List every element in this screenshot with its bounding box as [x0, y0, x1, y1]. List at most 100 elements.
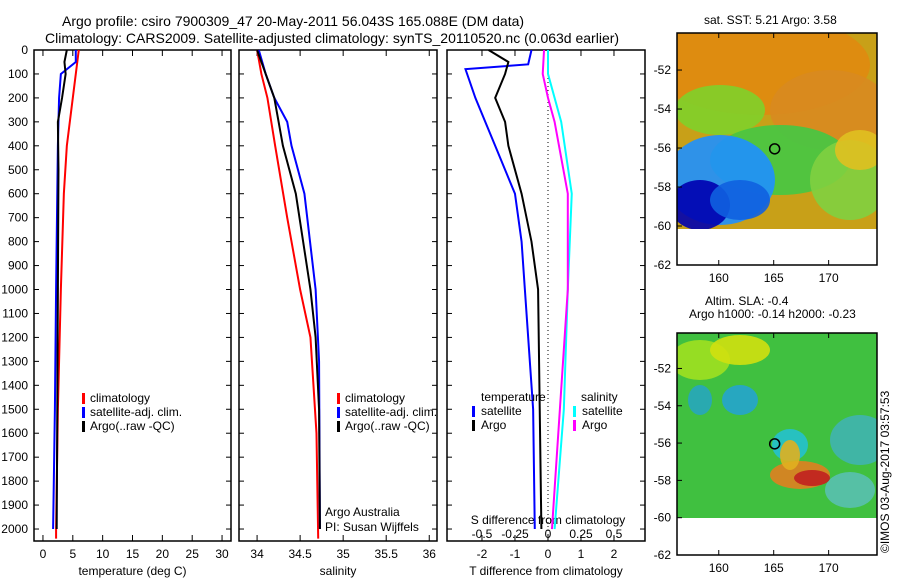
y-tick-label: 900: [8, 259, 28, 273]
map-blob: [835, 130, 877, 170]
map2-title-2: Argo h1000: -0.14 h2000: -0.23: [689, 307, 856, 321]
s-axis-label: S difference from climatology: [471, 513, 626, 527]
s-tick-label: 0: [545, 527, 552, 541]
x-tick-label: 34: [250, 547, 264, 561]
series-line-Argo---raw--QC-: [55, 49, 68, 530]
lon-tick-label: 160: [709, 271, 729, 285]
panel-3: -2 -1 0 1 2 T difference from climatology -0.5…: [446, 49, 646, 578]
y-tick-label: 1700: [1, 450, 28, 464]
y-tick-label: 1500: [1, 402, 28, 416]
s-tick-label: -0.25: [501, 527, 529, 541]
legend-swatch: [472, 420, 475, 431]
x-tick-label: 2: [611, 547, 618, 561]
legend-swatch: [337, 421, 340, 432]
legend-swatch: [337, 393, 340, 404]
s-tick-label: 0.25: [569, 527, 593, 541]
annotation-line-1: Argo Australia: [325, 505, 400, 519]
y-tick-label: 1000: [1, 283, 28, 297]
y-tick-label: 2000: [1, 522, 28, 536]
y-tick-label: 500: [8, 163, 28, 177]
y-tick-label: 800: [8, 235, 28, 249]
map-sla: 160 165 170 -52 -54 -56 -58 -60 -62: [654, 332, 878, 575]
x-tick-label: 34.5: [288, 547, 312, 561]
y-tick-label: 200: [8, 91, 28, 105]
lat-tick-label: -62: [654, 548, 672, 562]
y-tick-label: 1900: [1, 498, 28, 512]
map-field: [677, 33, 877, 229]
map-frame: [676, 332, 878, 556]
lon-tick-label: 170: [819, 271, 839, 285]
map-field: [677, 333, 877, 518]
x-axis-label: temperature (deg C): [78, 564, 186, 578]
x-tick-label: 0: [40, 547, 47, 561]
lat-tick-label: -60: [654, 511, 672, 525]
panel-frame: [238, 49, 438, 542]
panel-2: 34 34.5 35 35.5 36 salinity climatologysatelli…: [238, 49, 438, 578]
legend-label: satellite-adj. clim.: [90, 405, 182, 419]
legend-swatch: [82, 393, 85, 404]
y-tick-label: 100: [8, 67, 28, 81]
lon-tick-label: 170: [819, 561, 839, 575]
x-tick-label: -1: [510, 547, 521, 561]
legend-label: satellite-adj. clim.: [345, 405, 437, 419]
y-tick-label: 600: [8, 187, 28, 201]
series-line-climatology: [55, 49, 80, 539]
map-blob: [830, 415, 877, 465]
lat-tick-label: -56: [654, 141, 672, 155]
lat-tick-label: -62: [654, 258, 672, 272]
y-tick-label: 700: [8, 211, 28, 225]
legend-swatch: [573, 420, 576, 431]
lon-tick-label: 160: [709, 561, 729, 575]
argo-location-marker: [768, 143, 781, 155]
x-tick-label: 20: [156, 547, 170, 561]
map-sst: 160 165 170 -52 -54 -56 -58 -60 -62: [654, 32, 878, 285]
panel-1: 0 5 10 15 20 25 30 temperature (deg C) 0 100 200 30…: [1, 43, 232, 578]
lat-tick-label: -52: [654, 63, 672, 77]
argo-location-marker: [768, 438, 781, 450]
y-tick-label: 400: [8, 139, 28, 153]
legend-label: satellite: [582, 404, 623, 418]
credit-text: ©IMOS 03-Aug-2017 03:57:53: [878, 390, 892, 553]
legend-label: satellite: [481, 404, 522, 418]
map-blob: [688, 385, 712, 415]
legend-swatch: [573, 406, 576, 417]
legend-label: climatology: [345, 391, 405, 405]
lat-tick-label: -58: [654, 180, 672, 194]
annotation-line-2: PI: Susan Wijffels: [325, 520, 419, 534]
series-line-climatology: [256, 49, 320, 539]
series-line-salinity-Argo: [541, 49, 569, 530]
map-blob: [780, 440, 800, 470]
legend-label: Argo(..raw -QC): [90, 419, 175, 433]
lat-tick-label: -52: [654, 361, 672, 375]
x-tick-label: 35.5: [375, 547, 399, 561]
x-tick-label: 0: [545, 547, 552, 561]
y-tick-label: 1600: [1, 426, 28, 440]
x-tick-label: 35: [336, 547, 350, 561]
y-tick-label: 0: [21, 43, 28, 57]
title-line-1: Argo profile: csiro 7900309_47 20-May-20…: [62, 13, 525, 29]
lat-tick-label: -56: [654, 436, 672, 450]
map2-title-1: Altim. SLA: -0.4: [705, 294, 789, 308]
legend-label: Argo: [582, 418, 608, 432]
lon-tick-label: 165: [764, 271, 784, 285]
panel-frame: [446, 49, 646, 542]
s-tick-label: 0.5: [606, 527, 623, 541]
lat-tick-label: -54: [654, 399, 672, 413]
series-line-salinity-satellite: [547, 50, 573, 530]
legend-title-temperature: temperature: [481, 390, 546, 404]
x-tick-label: -2: [477, 547, 488, 561]
y-tick-label: 1300: [1, 354, 28, 368]
y-tick-label: 1100: [2, 306, 28, 320]
map-blob: [722, 385, 758, 415]
map-frame: [676, 32, 878, 266]
series-line-temperature-Argo: [488, 49, 543, 530]
lat-tick-label: -58: [654, 473, 672, 487]
x-axis-label: T difference from climatology: [469, 564, 623, 578]
map-blob: [677, 85, 765, 135]
x-tick-label: 25: [186, 547, 200, 561]
x-tick-label: 15: [126, 547, 140, 561]
legend-label: Argo(..raw -QC): [345, 419, 430, 433]
map-blob: [794, 470, 830, 486]
